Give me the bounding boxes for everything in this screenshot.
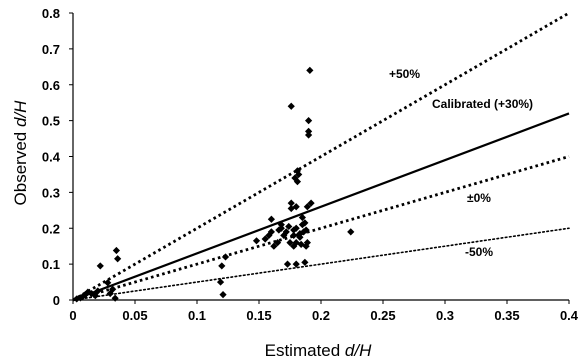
y-axis-title-prefix: Observed — [11, 127, 30, 205]
y-tick-label: 0.8 — [42, 6, 60, 21]
y-tick-label: 0.3 — [42, 185, 60, 200]
x-tick-label: 0.3 — [436, 308, 454, 323]
y-tick-label: 0.5 — [42, 114, 60, 129]
x-axis-title-prefix: Estimated — [265, 341, 345, 360]
x-axis-title-var: d/H — [345, 341, 372, 360]
data-point — [298, 221, 306, 229]
data-point — [280, 231, 288, 240]
x-tick-label: 0.15 — [246, 308, 271, 323]
data-point — [94, 287, 102, 295]
annotation-calibrated: Calibrated (+30%) — [432, 97, 533, 111]
x-axis-title: Estimated d/H — [265, 341, 372, 360]
data-point — [104, 279, 112, 287]
minus50-line — [72, 227, 570, 301]
x-tick-label: 0.35 — [494, 308, 519, 323]
data-point — [261, 235, 269, 243]
data-point — [307, 199, 315, 207]
data-point — [303, 203, 311, 211]
data-point — [114, 255, 122, 263]
y-tick-label: 0.4 — [42, 150, 61, 165]
zero-line — [72, 155, 570, 302]
annotation-minus50: -50% — [465, 245, 493, 259]
y-tick-label: 0.7 — [42, 42, 60, 57]
data-point — [79, 292, 87, 301]
data-point — [96, 262, 104, 270]
data-point — [76, 294, 85, 302]
x-tick-label: 0.1 — [188, 308, 206, 323]
y-axis-title: Observed d/H — [11, 100, 30, 206]
data-point — [106, 289, 114, 298]
data-point — [347, 228, 355, 236]
data-point — [293, 178, 302, 186]
y-tick-label: 0.2 — [42, 221, 60, 236]
y-axis-title-var: d/H — [11, 100, 30, 127]
data-point — [298, 213, 306, 222]
y-tick-label: 0.6 — [42, 78, 60, 93]
data-point — [216, 278, 225, 286]
data-point — [275, 226, 283, 234]
y-tick-label: 0.1 — [42, 257, 60, 272]
data-point — [290, 226, 298, 234]
data-point — [111, 294, 119, 302]
data-point — [252, 237, 261, 245]
data-point — [285, 222, 293, 231]
data-point — [297, 240, 305, 248]
data-point — [292, 260, 300, 268]
y-tick-label: 0 — [53, 293, 60, 308]
data-point — [301, 258, 309, 266]
data-point — [287, 199, 295, 207]
x-tick-label: 0.4 — [560, 308, 579, 323]
data-point — [303, 239, 311, 247]
data-point — [73, 295, 81, 303]
data-point — [296, 233, 304, 241]
data-point — [306, 66, 314, 74]
data-point — [286, 239, 294, 247]
data-point — [305, 117, 313, 125]
annotation-plus50: +50% — [389, 67, 420, 81]
x-tick-label: 0.05 — [122, 308, 147, 323]
data-point — [277, 221, 285, 229]
ticks: 0 0.05 0.1 0.15 0.2 0.25 0.3 0.35 0.4 0 0.1 0.2 0.3 0… — [42, 6, 579, 323]
annotation-zero: ±0% — [467, 191, 491, 205]
data-point — [81, 291, 89, 299]
data-point — [287, 102, 295, 110]
data-point — [219, 291, 227, 299]
data-point — [283, 260, 292, 268]
x-tick-label: 0.25 — [370, 308, 395, 323]
data-point — [292, 224, 300, 232]
x-tick-label: 0.2 — [312, 308, 330, 323]
data-point — [112, 246, 120, 255]
plus50-line — [72, 11, 570, 302]
data-point — [291, 174, 299, 182]
plot-area — [72, 11, 570, 303]
x-tick-label: 0 — [69, 308, 76, 323]
data-point — [292, 203, 300, 211]
data-point — [301, 219, 309, 227]
data-point — [109, 285, 117, 293]
data-point — [267, 228, 275, 236]
data-point — [274, 239, 282, 247]
data-point — [287, 204, 295, 213]
data-point — [282, 228, 290, 236]
data-point — [267, 215, 275, 223]
data-point — [270, 242, 278, 250]
data-point — [295, 170, 303, 179]
data-point — [290, 242, 298, 250]
data-point — [302, 226, 310, 234]
data-point — [218, 262, 226, 270]
data-point — [305, 131, 313, 139]
data-point — [221, 253, 230, 261]
data-point — [290, 231, 298, 240]
calibrated-line — [72, 112, 570, 302]
